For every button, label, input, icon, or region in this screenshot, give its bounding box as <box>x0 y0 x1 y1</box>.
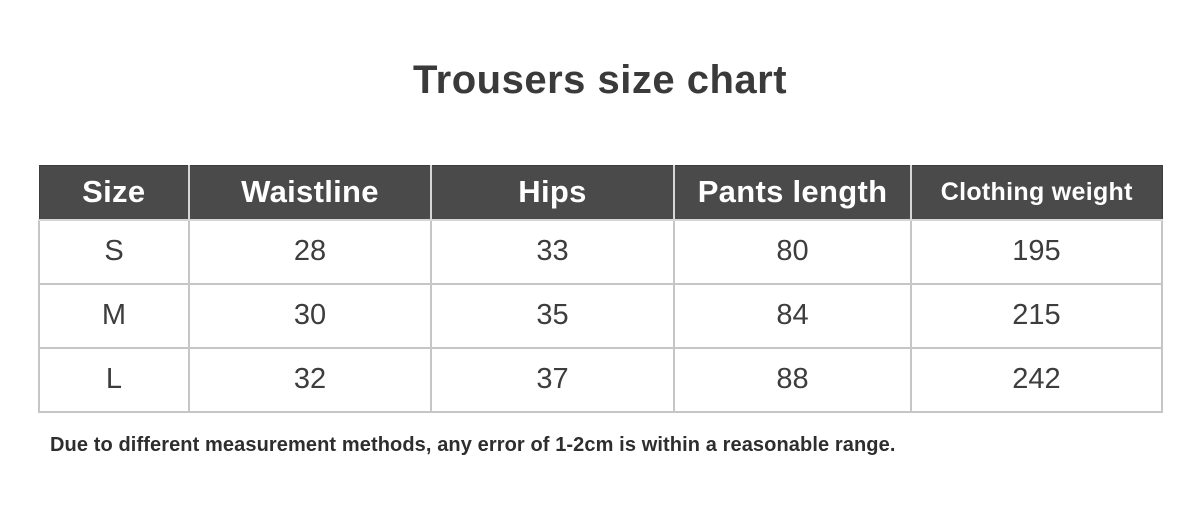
cell-clothing-weight: 215 <box>910 282 1163 349</box>
column-header-waistline: Waistline <box>188 165 431 221</box>
cell-hips: 37 <box>430 346 675 413</box>
table-body: S 28 33 80 195 M 30 35 84 215 L 32 37 88… <box>38 218 1163 413</box>
cell-pants-length: 84 <box>673 282 912 349</box>
cell-waistline: 30 <box>188 282 432 349</box>
cell-clothing-weight: 242 <box>910 346 1163 413</box>
cell-pants-length: 88 <box>673 346 912 413</box>
cell-clothing-weight: 195 <box>910 218 1163 285</box>
measurement-disclaimer-note: Due to different measurement methods, an… <box>50 434 896 456</box>
table-row-l: L 32 37 88 242 <box>38 346 1163 413</box>
column-header-pants-length: Pants length <box>673 165 911 221</box>
cell-waistline: 28 <box>188 218 432 285</box>
table-row-m: M 30 35 84 215 <box>38 282 1163 349</box>
cell-size: M <box>38 282 190 349</box>
page-title: Trousers size chart <box>412 58 788 102</box>
column-header-size: Size <box>38 165 189 221</box>
cell-pants-length: 80 <box>673 218 912 285</box>
table-row-s: S 28 33 80 195 <box>38 218 1163 285</box>
column-header-hips: Hips <box>430 165 674 221</box>
column-header-clothing-weight: Clothing weight <box>910 165 1163 221</box>
table-header: Size Waistline Hips Pants length Clothin… <box>38 165 1163 221</box>
header-row: Size Waistline Hips Pants length Clothin… <box>38 165 1163 221</box>
cell-size: L <box>38 346 190 413</box>
cell-hips: 33 <box>430 218 675 285</box>
cell-waistline: 32 <box>188 346 432 413</box>
cell-hips: 35 <box>430 282 675 349</box>
cell-size: S <box>38 218 190 285</box>
size-chart-table: Size Waistline Hips Pants length Clothin… <box>38 165 1163 413</box>
